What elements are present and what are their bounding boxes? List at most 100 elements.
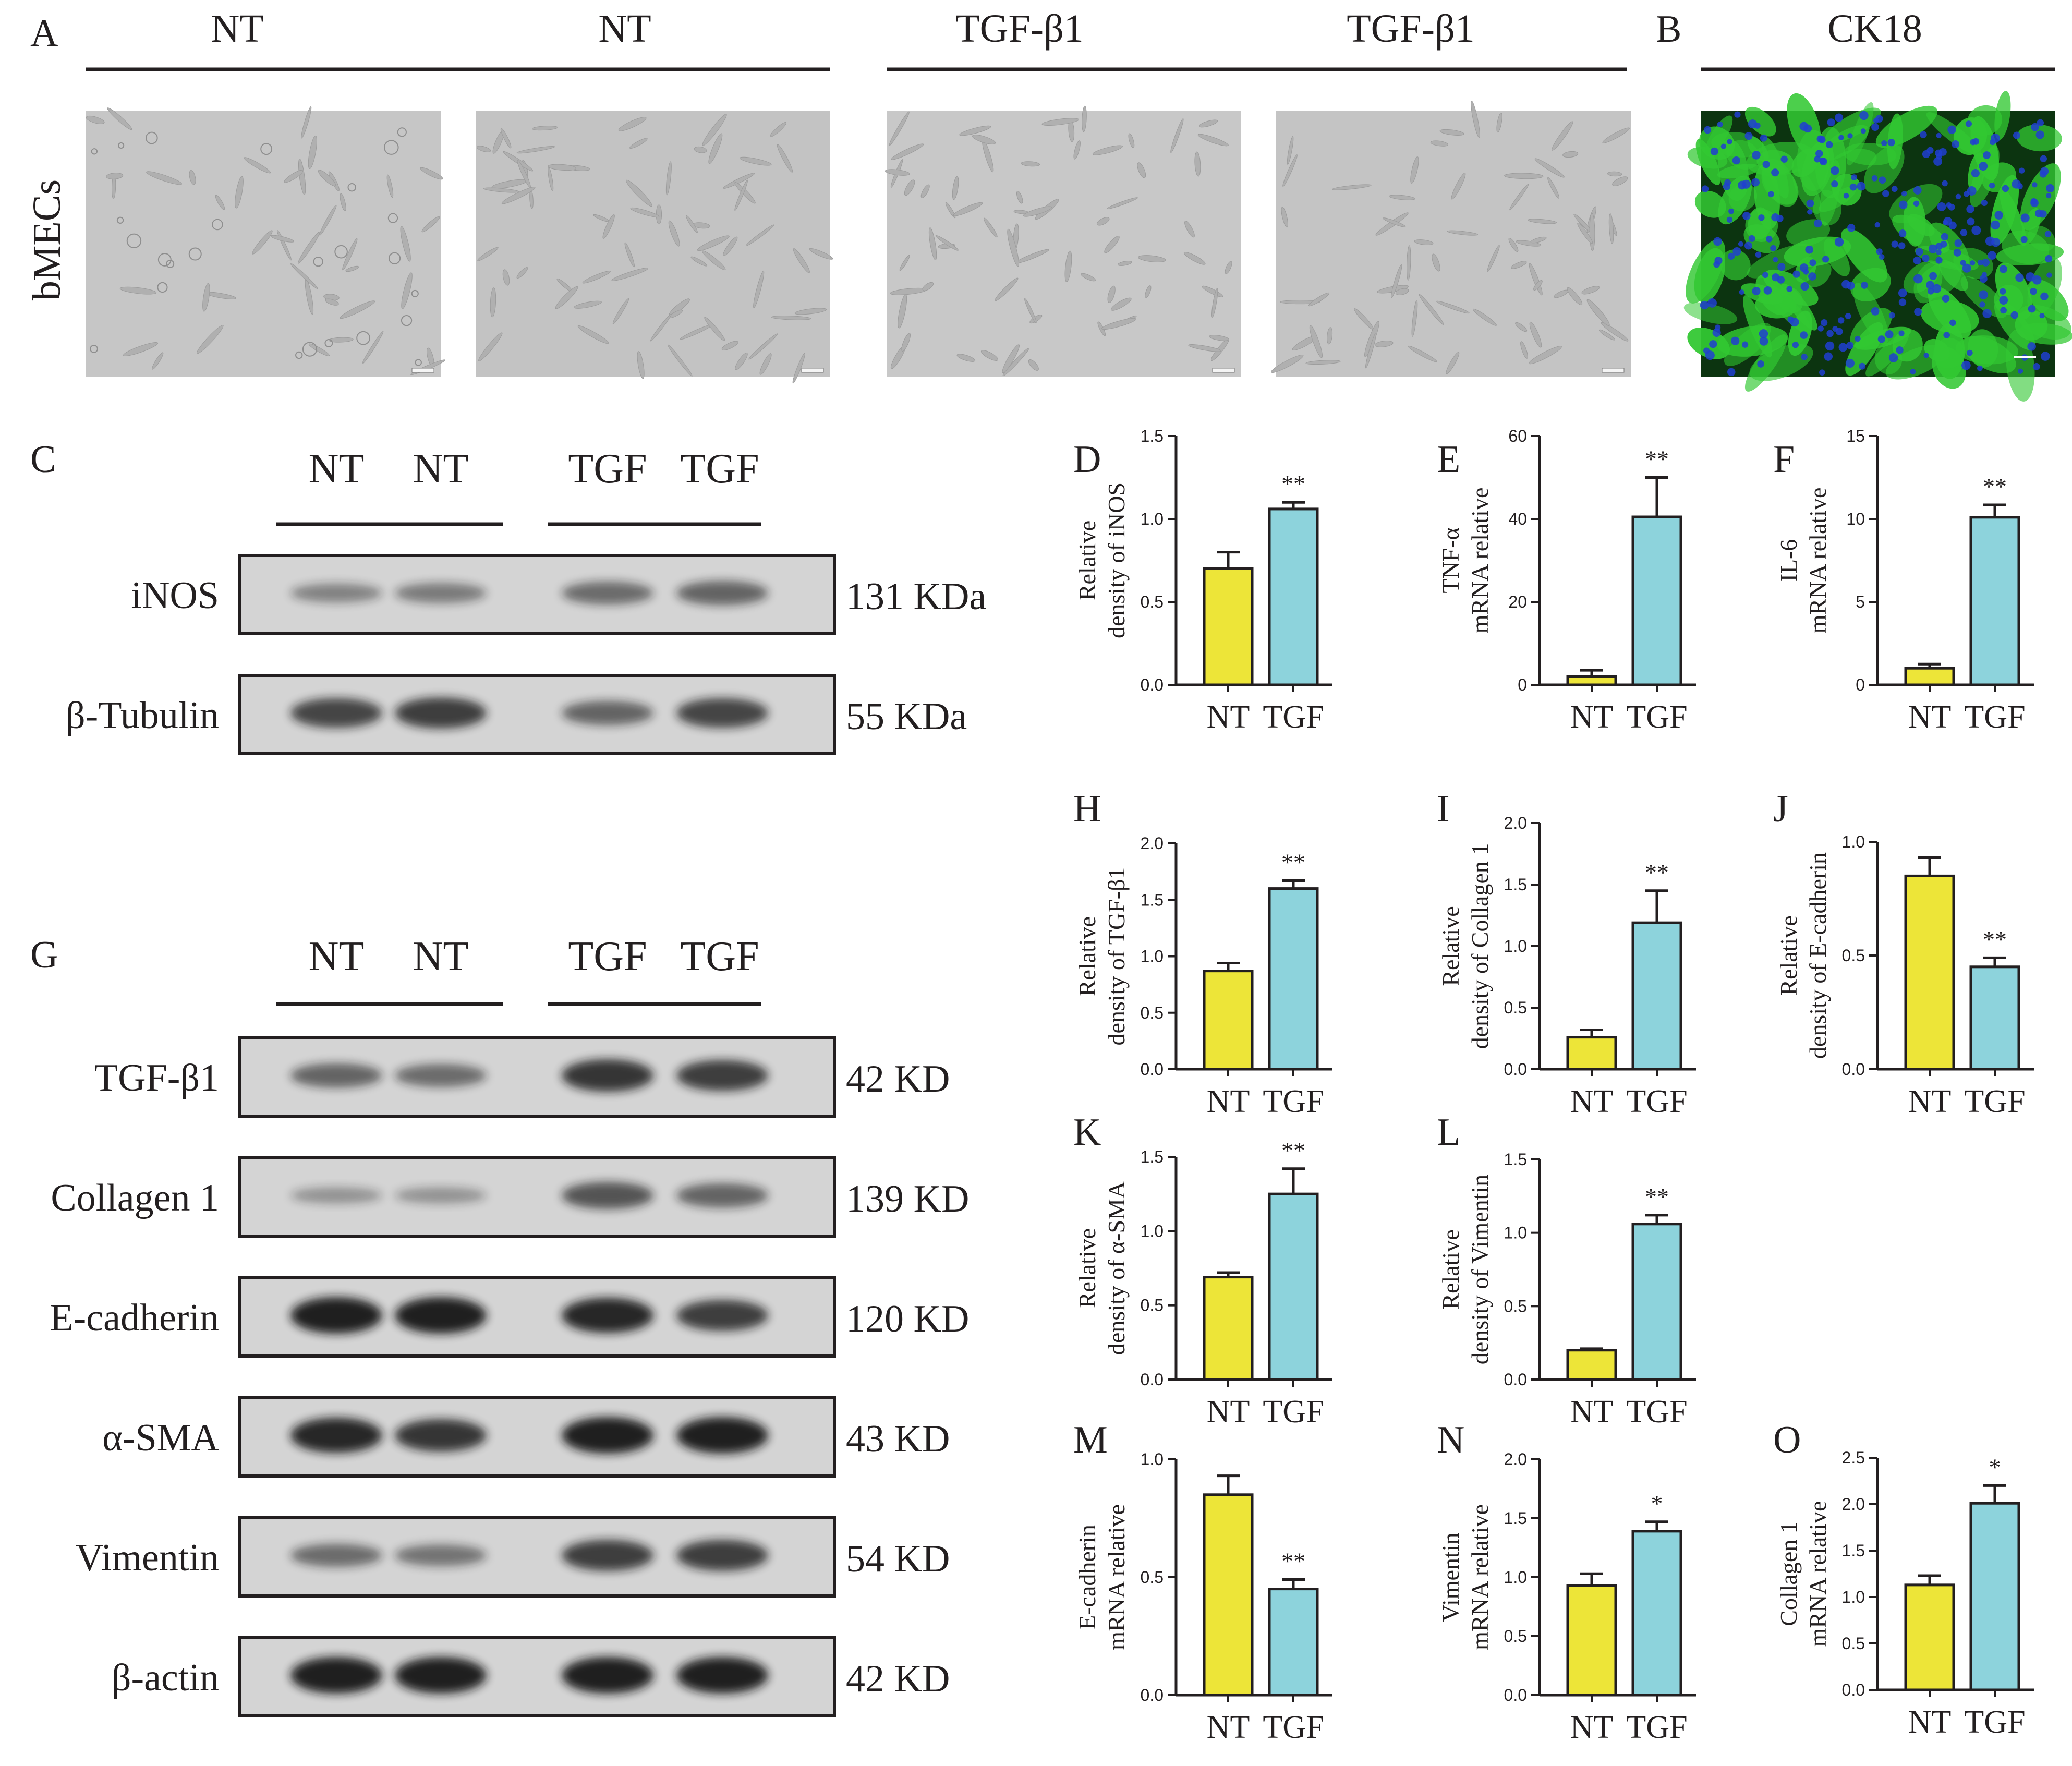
- blot-g-band: [290, 1418, 382, 1453]
- cell: [1439, 129, 1464, 136]
- cell: [721, 341, 738, 350]
- nucleus: [1881, 140, 1887, 147]
- y-axis-label: density of α-SMA: [1103, 1181, 1130, 1355]
- cell: [665, 161, 672, 196]
- cell: [952, 176, 959, 200]
- cell: [770, 122, 787, 137]
- nucleus: [1847, 133, 1853, 139]
- nucleus: [1827, 118, 1835, 127]
- cytoplasm: [1820, 160, 1841, 226]
- nucleus: [1910, 369, 1916, 375]
- nucleus: [1816, 135, 1824, 143]
- blot-g-band: [562, 1182, 653, 1209]
- cell: [792, 353, 805, 384]
- nucleus: [1898, 288, 1907, 297]
- nucleus: [1727, 368, 1736, 377]
- scale-bar-fluorescence: [2014, 356, 2036, 358]
- cell: [959, 125, 991, 136]
- cell: [983, 217, 998, 238]
- cell: [397, 127, 407, 137]
- cell: [478, 332, 503, 361]
- cell: [106, 173, 124, 179]
- nucleus: [1714, 257, 1723, 265]
- nucleus: [2030, 199, 2039, 208]
- panel-letter-i: I: [1437, 788, 1450, 830]
- cell: [1308, 292, 1330, 307]
- cell: [891, 143, 924, 160]
- nucleus: [1776, 214, 1784, 222]
- cell: [624, 242, 635, 268]
- cell: [345, 265, 359, 272]
- panel-g-lane-4: TGF: [680, 934, 759, 979]
- cell: [260, 143, 273, 155]
- blot-g-protein-label: β-actin: [112, 1656, 219, 1699]
- nucleus: [1792, 270, 1800, 278]
- cell: [1389, 195, 1415, 200]
- y-tick-label: 0.0: [1141, 1370, 1164, 1389]
- nucleus: [1913, 274, 1923, 284]
- cell: [91, 148, 98, 155]
- cell: [1516, 240, 1542, 247]
- cell: [1430, 140, 1448, 147]
- panel-c-lane-1: NT: [309, 446, 365, 492]
- nucleus: [1962, 263, 1971, 273]
- blot-g-band: [395, 1657, 487, 1694]
- blot-g-size-label: 54 KD: [846, 1538, 950, 1580]
- significance-marker: **: [1281, 1137, 1305, 1164]
- cytoplasm: [1748, 207, 1771, 240]
- nucleus: [1814, 219, 1822, 228]
- cell: [602, 214, 615, 239]
- bar-nt: [1566, 1349, 1617, 1381]
- cell: [904, 179, 915, 196]
- nucleus: [1751, 178, 1760, 187]
- blot-g-band: [676, 1060, 768, 1091]
- nucleus: [1792, 342, 1799, 348]
- cytoplasm: [1843, 142, 1897, 166]
- nucleus: [1737, 180, 1747, 190]
- nucleus: [1822, 256, 1829, 263]
- nucleus: [1742, 212, 1751, 220]
- nucleus: [1898, 242, 1906, 249]
- blot-g-band: [676, 1417, 768, 1454]
- cell: [157, 252, 172, 267]
- cell: [1073, 140, 1081, 160]
- scale-bar-2: [801, 368, 824, 373]
- y-tick-label: 10: [1846, 510, 1865, 528]
- y-tick-label: 0.0: [1504, 1686, 1527, 1704]
- bar-nt: [1566, 1036, 1617, 1071]
- cell: [1601, 322, 1629, 342]
- panel-letter-d: D: [1073, 438, 1101, 481]
- nucleus: [1935, 257, 1943, 264]
- significance-marker: **: [1281, 1548, 1305, 1575]
- nucleus: [1982, 258, 1990, 267]
- nucleus: [1891, 240, 1899, 248]
- blot-g-band: [395, 1544, 487, 1566]
- cell: [650, 313, 672, 342]
- y-axis-label: Relative: [1437, 906, 1464, 986]
- nucleus: [1826, 141, 1833, 148]
- cell: [1041, 118, 1079, 126]
- cell: [328, 337, 354, 343]
- nucleus: [1971, 225, 1981, 235]
- bar-nt: [1203, 1276, 1254, 1381]
- nucleus: [2044, 231, 2052, 237]
- y-axis-label: mRNA relative: [1103, 1504, 1130, 1650]
- cell: [308, 135, 318, 170]
- chart-f: 0 5 10 15 NT TGF ** IL-6 mRNA relative: [1775, 427, 2034, 735]
- cell: [386, 174, 394, 198]
- nucleus: [1859, 362, 1866, 370]
- scale-bar-1: [411, 368, 434, 373]
- nucleus: [2027, 342, 2036, 351]
- cell: [1432, 253, 1440, 272]
- y-tick-label: 1.5: [1141, 1147, 1164, 1166]
- significance-marker: *: [1651, 1490, 1663, 1517]
- nucleus: [2039, 170, 2047, 178]
- nucleus: [2032, 275, 2042, 285]
- cell: [1395, 288, 1409, 296]
- significance-marker: **: [1645, 1183, 1669, 1210]
- y-tick-label: 1.0: [1504, 1224, 1527, 1242]
- nucleus: [1871, 123, 1879, 131]
- cell: [1002, 347, 1029, 377]
- cell: [656, 204, 662, 225]
- cell: [290, 263, 318, 289]
